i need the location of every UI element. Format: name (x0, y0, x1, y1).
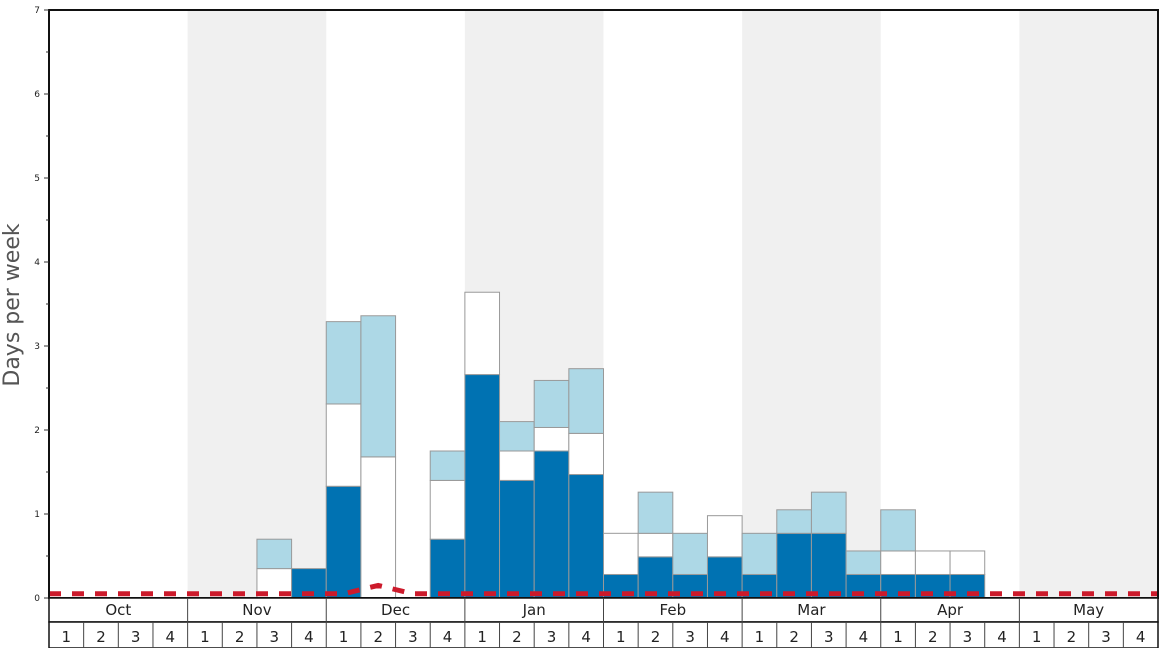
month-label-jan: Jan (522, 601, 546, 619)
bars-layer (256, 291, 986, 599)
week-label: 1 (62, 628, 72, 646)
week-label: 4 (859, 628, 869, 646)
bar-apr-3-segment-2 (949, 550, 986, 575)
week-label: 4 (1136, 628, 1146, 646)
week-label: 4 (443, 628, 453, 646)
month-label-apr: Apr (937, 601, 964, 619)
bar-dec-1-segment-3 (325, 321, 362, 405)
week-label: 4 (304, 628, 314, 646)
bar-dec-1-segment-1 (325, 485, 362, 599)
week-label: 3 (824, 628, 834, 646)
month-shading-layer (187, 10, 1158, 598)
week-label: 1 (1032, 628, 1042, 646)
bar-jan-3-segment-2 (533, 426, 570, 452)
week-label: 1 (616, 628, 626, 646)
month-label-nov: Nov (242, 601, 271, 619)
bar-jan-3-segment-1 (533, 450, 570, 599)
bar-apr-2-segment-2 (914, 550, 951, 575)
y-tick-label: 2 (34, 426, 40, 436)
y-tick-label: 6 (34, 90, 40, 100)
month-shade-nov (187, 10, 327, 598)
week-label: 2 (651, 628, 661, 646)
month-label-oct: Oct (105, 601, 131, 619)
bar-mar-3-segment-1 (810, 532, 847, 599)
week-label: 3 (963, 628, 973, 646)
month-label-feb: Feb (660, 601, 687, 619)
week-label: 1 (200, 628, 210, 646)
bar-mar-4-segment-3 (845, 550, 882, 575)
bar-jan-2-segment-1 (499, 479, 535, 599)
week-label: 2 (512, 628, 522, 646)
week-label: 2 (373, 628, 383, 646)
week-label: 1 (477, 628, 487, 646)
bar-feb-1-segment-2 (603, 532, 639, 575)
bar-mar-3-segment-3 (810, 491, 847, 534)
bar-dec-4-segment-2 (429, 479, 466, 540)
bar-jan-4-segment-1 (568, 474, 604, 599)
bar-apr-1-segment-2 (880, 550, 916, 575)
week-label: 2 (1067, 628, 1077, 646)
week-label: 1 (893, 628, 903, 646)
month-shade-may (1019, 10, 1158, 598)
bar-jan-1-segment-2 (464, 291, 501, 376)
bar-feb-2-segment-2 (637, 532, 674, 558)
week-label: 1 (755, 628, 765, 646)
bar-jan-4-segment-2 (568, 432, 604, 476)
bar-feb-2-segment-3 (637, 491, 674, 534)
bar-jan-2-segment-2 (499, 450, 535, 481)
week-label: 3 (131, 628, 141, 646)
bar-dec-4-segment-3 (429, 450, 466, 481)
week-label: 3 (685, 628, 695, 646)
bar-dec-1-segment-2 (325, 403, 362, 487)
bar-mar-2-segment-3 (776, 509, 812, 534)
axes-layer: 0 1 2 3 4 5 6 7 Oct Nov Dec Jan Feb Mar Apr May 1 2 3 4 1 2 3 4… (34, 6, 1159, 648)
bar-mar-2-segment-1 (776, 532, 812, 599)
week-label: 4 (720, 628, 730, 646)
bar-jan-4-segment-3 (568, 368, 604, 434)
week-label: 4 (581, 628, 591, 646)
week-label: 1 (339, 628, 349, 646)
reference-line-layer (49, 582, 1158, 597)
bar-jan-3-segment-3 (533, 379, 570, 428)
month-label-may: May (1073, 601, 1104, 619)
bar-feb-4-segment-2 (706, 515, 743, 558)
bar-nov-3-segment-3 (256, 538, 293, 570)
week-label: 2 (96, 628, 106, 646)
week-label: 2 (789, 628, 799, 646)
y-axis-label: Days per week (0, 223, 25, 386)
week-label: 3 (1101, 628, 1111, 646)
week-label: 4 (997, 628, 1007, 646)
bar-jan-2-segment-3 (499, 421, 535, 452)
y-tick-label: 4 (34, 258, 40, 268)
month-label-dec: Dec (381, 601, 410, 619)
bar-feb-2-segment-1 (637, 556, 674, 599)
bar-apr-1-segment-3 (880, 509, 916, 552)
y-tick-label: 5 (34, 174, 40, 184)
y-tick-label: 7 (34, 6, 40, 16)
bar-mar-1-segment-3 (741, 532, 778, 575)
bar-jan-1-segment-1 (464, 374, 501, 599)
y-tick-label: 0 (34, 594, 40, 604)
week-label: 3 (547, 628, 557, 646)
week-label: 2 (235, 628, 245, 646)
y-tick-label: 1 (34, 510, 40, 520)
bar-feb-4-segment-1 (706, 556, 743, 599)
bar-dec-4-segment-1 (429, 538, 466, 599)
week-label: 3 (269, 628, 279, 646)
reference-line (49, 582, 1158, 597)
y-tick-label: 3 (34, 342, 40, 352)
week-label: 2 (928, 628, 938, 646)
week-label: 4 (166, 628, 176, 646)
month-label-mar: Mar (797, 601, 826, 619)
bar-dec-2-segment-2 (360, 456, 397, 599)
bar-dec-2-segment-3 (360, 315, 397, 458)
bar-feb-3-segment-3 (672, 532, 708, 575)
week-label: 3 (408, 628, 418, 646)
